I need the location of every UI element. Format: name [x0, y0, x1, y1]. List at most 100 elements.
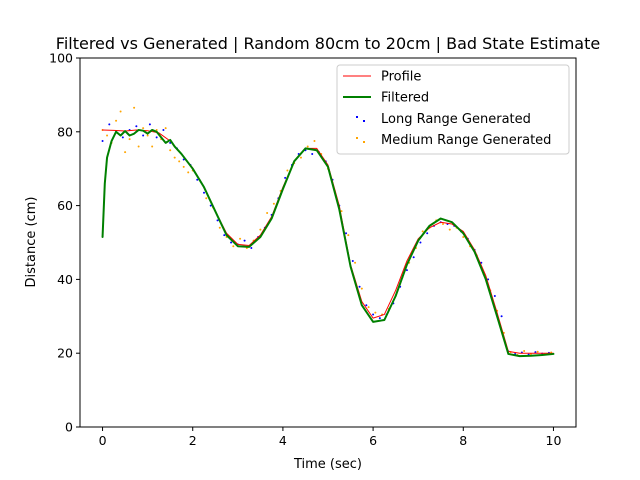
point-long-range-generated	[148, 123, 151, 126]
point-medium-range-generated	[239, 237, 242, 240]
point-medium-range-generated	[299, 156, 302, 159]
point-medium-range-generated	[306, 145, 309, 148]
y-tick-label: 0	[65, 420, 73, 435]
point-medium-range-generated	[286, 169, 289, 172]
point-long-range-generated	[121, 136, 124, 139]
legend: Profile Filtered Long Range Generated Me…	[336, 64, 570, 155]
point-long-range-generated	[365, 304, 368, 307]
point-long-range-generated	[142, 134, 145, 137]
point-medium-range-generated	[173, 156, 176, 159]
point-medium-range-generated	[187, 171, 190, 174]
point-long-range-generated	[250, 247, 253, 250]
legend-label-long-range: Long Range Generated	[381, 112, 531, 127]
point-medium-range-generated	[218, 226, 221, 229]
plot-data	[101, 106, 555, 358]
point-long-range-generated	[426, 232, 429, 235]
point-long-range-generated	[412, 256, 415, 259]
point-medium-range-generated	[367, 306, 370, 309]
x-tick-label: 6	[369, 433, 377, 448]
point-medium-range-generated	[441, 223, 444, 226]
point-long-range-generated	[351, 259, 354, 262]
legend-label-profile: Profile	[381, 70, 421, 85]
y-tick-label: 60	[57, 198, 73, 213]
y-axis: 0 20 40 60 80 100	[49, 51, 80, 435]
point-medium-range-generated	[347, 234, 350, 237]
series-line-filtered	[101, 128, 555, 358]
y-tick-label: 100	[49, 51, 73, 66]
point-long-range-generated	[419, 241, 422, 244]
point-long-range-generated	[101, 140, 104, 143]
point-long-range-generated	[243, 239, 246, 242]
x-axis-label: Time (sec)	[293, 457, 362, 472]
legend-swatch-medium-range	[356, 137, 365, 143]
x-tick-label: 2	[189, 433, 197, 448]
x-axis: 0 2 4 6 8 10	[99, 427, 562, 448]
x-tick-label: 4	[279, 433, 287, 448]
x-tick-label: 0	[99, 433, 107, 448]
point-long-range-generated	[284, 176, 287, 179]
point-medium-range-generated	[205, 197, 208, 200]
point-long-range-generated	[209, 204, 212, 207]
legend-swatch-long-range	[356, 116, 365, 122]
legend-label-filtered: Filtered	[381, 91, 429, 106]
point-long-range-generated	[155, 136, 158, 139]
point-medium-range-generated	[266, 211, 269, 214]
point-medium-range-generated	[421, 230, 424, 233]
x-tick-label: 8	[459, 433, 467, 448]
point-medium-range-generated	[340, 210, 343, 213]
point-long-range-generated	[216, 219, 219, 222]
point-medium-range-generated	[354, 261, 357, 264]
point-medium-range-generated	[106, 134, 109, 137]
point-medium-range-generated	[448, 228, 451, 231]
point-long-range-generated	[162, 128, 165, 131]
point-medium-range-generated	[128, 138, 131, 141]
point-medium-range-generated	[137, 145, 140, 148]
point-medium-range-generated	[272, 202, 275, 205]
point-long-range-generated	[230, 241, 233, 244]
series-line-profile	[102, 129, 554, 354]
point-long-range-generated	[223, 234, 226, 237]
y-tick-label: 40	[57, 272, 73, 287]
point-medium-range-generated	[133, 106, 136, 109]
legend-box	[336, 64, 570, 155]
chart-title: Filtered vs Generated | Random 80cm to 2…	[56, 34, 600, 53]
point-long-range-generated	[135, 125, 138, 128]
y-axis-label: Distance (cm)	[24, 197, 39, 288]
point-medium-range-generated	[259, 228, 262, 231]
point-medium-range-generated	[536, 350, 539, 353]
point-medium-range-generated	[124, 151, 127, 154]
point-long-range-generated	[534, 351, 537, 354]
point-long-range-generated	[358, 285, 361, 288]
point-medium-range-generated	[119, 110, 122, 113]
point-medium-range-generated	[232, 245, 235, 248]
point-medium-range-generated	[151, 145, 154, 148]
point-long-range-generated	[203, 191, 205, 194]
point-medium-range-generated	[313, 140, 316, 143]
legend-label-medium-range: Medium Range Generated	[381, 133, 551, 148]
point-long-range-generated	[493, 295, 496, 297]
point-medium-range-generated	[155, 128, 158, 131]
point-long-range-generated	[500, 315, 503, 318]
point-long-range-generated	[405, 269, 408, 272]
point-long-range-generated	[345, 232, 348, 235]
point-long-range-generated	[372, 313, 375, 316]
point-medium-range-generated	[115, 119, 118, 122]
plot-frame	[79, 57, 577, 428]
point-medium-range-generated	[360, 287, 363, 290]
x-tick-label: 10	[546, 433, 562, 448]
y-tick-label: 80	[57, 124, 73, 139]
point-medium-range-generated	[374, 311, 377, 314]
point-long-range-generated	[378, 317, 381, 320]
point-medium-range-generated	[182, 165, 185, 168]
point-medium-range-generated	[462, 235, 465, 238]
point-medium-range-generated	[523, 349, 526, 352]
point-long-range-generated	[311, 152, 314, 155]
point-medium-range-generated	[164, 127, 167, 130]
y-tick-label: 20	[57, 346, 73, 361]
point-medium-range-generated	[142, 127, 145, 130]
point-medium-range-generated	[178, 160, 181, 163]
point-medium-range-generated	[146, 134, 149, 137]
point-medium-range-generated	[169, 149, 172, 152]
point-long-range-generated	[108, 123, 111, 126]
